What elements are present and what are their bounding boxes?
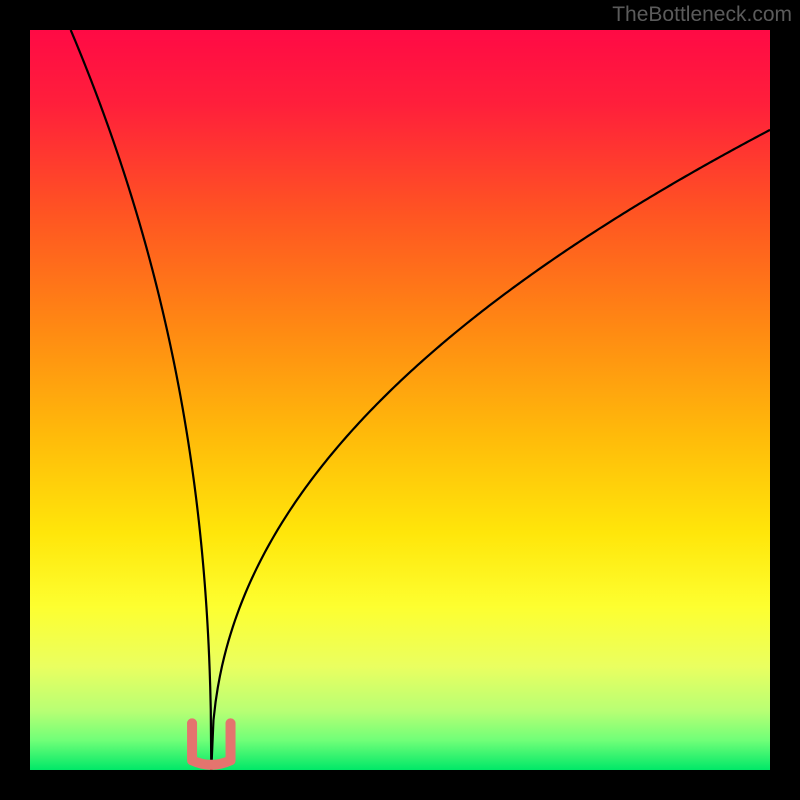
watermark-text: TheBottleneck.com — [612, 3, 792, 27]
chart-root: TheBottleneck.com — [0, 0, 800, 800]
plot-canvas — [0, 0, 800, 800]
valley-highlight-dot-left — [187, 718, 197, 728]
plot-background-gradient — [30, 30, 770, 770]
valley-highlight-dot-right — [226, 718, 236, 728]
